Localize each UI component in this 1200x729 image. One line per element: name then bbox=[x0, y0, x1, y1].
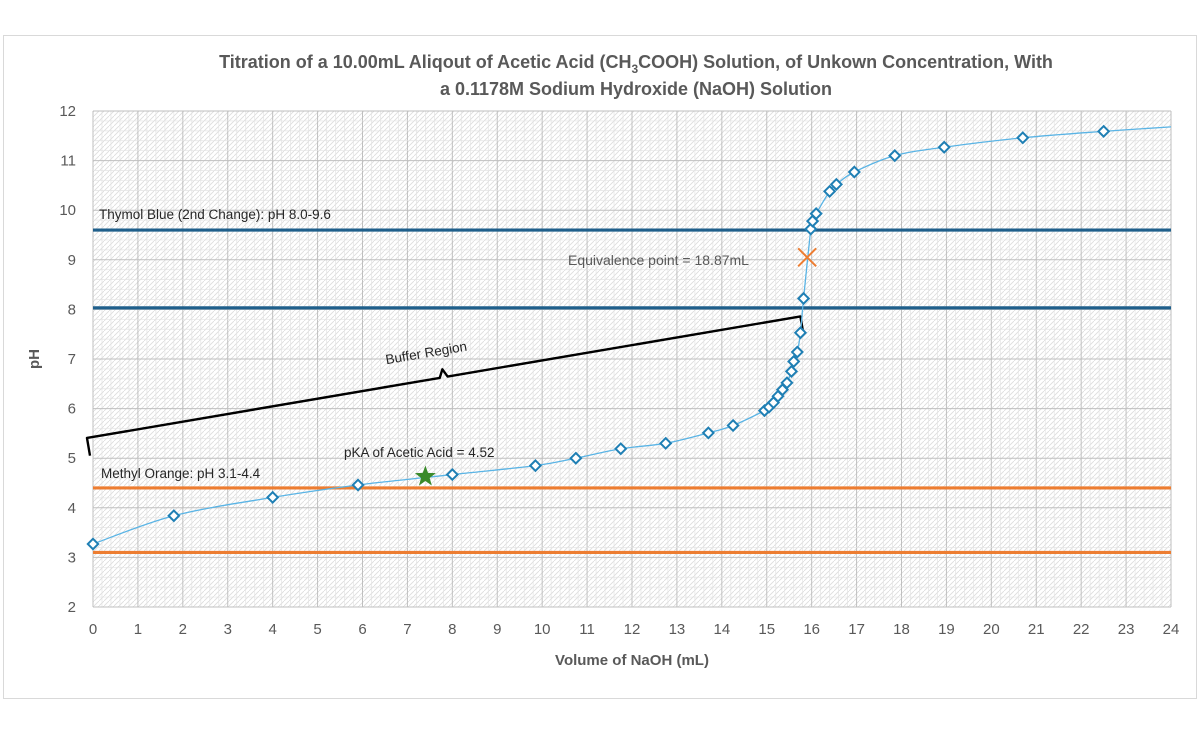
x-tick-label: 20 bbox=[983, 621, 1000, 638]
x-tick-label: 0 bbox=[89, 621, 97, 638]
data-point bbox=[888, 149, 902, 163]
data-point bbox=[569, 451, 583, 465]
data-point bbox=[351, 478, 365, 492]
x-tick-label: 15 bbox=[758, 621, 775, 638]
y-tick-label: 2 bbox=[68, 599, 76, 616]
x-tick-label: 2 bbox=[179, 621, 187, 638]
x-tick-label: 6 bbox=[358, 621, 366, 638]
data-point bbox=[829, 177, 843, 192]
y-tick-label: 11 bbox=[60, 153, 76, 170]
data-point bbox=[266, 490, 280, 504]
thymol-blue-label: Thymol Blue (2nd Change): pH 8.0-9.6 bbox=[99, 207, 331, 222]
y-axis-title: pH bbox=[26, 349, 43, 369]
y-tick-label: 8 bbox=[68, 301, 76, 318]
pka-label: pKA of Acetic Acid = 4.52 bbox=[344, 445, 494, 460]
x-tick-label: 7 bbox=[403, 621, 411, 638]
x-tick-label: 5 bbox=[313, 621, 321, 638]
data-point bbox=[659, 436, 673, 450]
data-point bbox=[937, 140, 951, 154]
data-point bbox=[614, 442, 628, 456]
x-tick-label: 4 bbox=[268, 621, 276, 638]
y-tick-label: 10 bbox=[59, 202, 76, 219]
x-tick-label: 3 bbox=[224, 621, 232, 638]
data-point bbox=[167, 509, 181, 523]
data-point bbox=[796, 291, 811, 306]
gridlines bbox=[92, 110, 1172, 608]
data-point bbox=[1016, 131, 1030, 145]
title-subscript: 3 bbox=[631, 62, 638, 76]
data-point bbox=[793, 326, 808, 340]
x-tick-label: 24 bbox=[1163, 621, 1180, 638]
y-tick-label: 5 bbox=[68, 450, 76, 467]
x-tick-label: 23 bbox=[1118, 621, 1135, 638]
data-point bbox=[823, 184, 837, 198]
reference-lines bbox=[93, 228, 1171, 555]
y-tick-label: 3 bbox=[68, 549, 76, 566]
axis-ticks: 0 1 2 3 4 5 6 7 8 9 10 11 12 13 14 15 16 17 18 19 20 21 22 23 24… bbox=[59, 103, 1179, 638]
y-tick-label: 7 bbox=[68, 351, 76, 368]
x-tick-label: 17 bbox=[848, 621, 865, 638]
titration-series bbox=[86, 124, 1172, 551]
buffer-brace-path bbox=[85, 315, 805, 456]
chart-title: Titration of a 10.00mL Aliqout of Acetic… bbox=[219, 52, 1053, 76]
title-suffix: COOH) Solution, of Unkown Concentration,… bbox=[638, 52, 1053, 72]
data-point bbox=[784, 364, 799, 379]
y-tick-label: 12 bbox=[59, 103, 76, 120]
data-point bbox=[1097, 124, 1111, 138]
x-tick-label: 13 bbox=[669, 621, 686, 638]
data-point bbox=[86, 537, 100, 551]
x-tick-label: 11 bbox=[579, 621, 595, 638]
chart-canvas: Titration of a 10.00mL Aliqout of Acetic… bbox=[26, 52, 1179, 669]
data-point bbox=[787, 354, 801, 369]
equivalence-marker bbox=[797, 247, 817, 268]
y-tick-label: 9 bbox=[68, 252, 76, 269]
x-tick-label: 19 bbox=[938, 621, 955, 638]
x-tick-label: 22 bbox=[1073, 621, 1090, 638]
methyl-orange-label: Methyl Orange: pH 3.1-4.4 bbox=[101, 466, 261, 481]
x-tick-label: 16 bbox=[803, 621, 820, 638]
x-tick-label: 9 bbox=[493, 621, 501, 638]
equivalence-label: Equivalence point = 18.87mL bbox=[568, 252, 749, 268]
x-tick-label: 18 bbox=[893, 621, 910, 638]
y-tick-label: 4 bbox=[68, 500, 76, 517]
chart-title-line2: a 0.1178M Sodium Hydroxide (NaOH) Soluti… bbox=[440, 79, 832, 99]
data-point bbox=[847, 165, 861, 179]
buffer-region-brace bbox=[85, 315, 805, 456]
x-tick-label: 10 bbox=[534, 621, 551, 638]
data-point bbox=[804, 222, 818, 236]
x-tick-label: 14 bbox=[713, 621, 730, 638]
pka-star-marker bbox=[414, 465, 436, 486]
x-axis-title: Volume of NaOH (mL) bbox=[555, 652, 709, 669]
data-point bbox=[780, 376, 794, 390]
x-tick-label: 8 bbox=[448, 621, 456, 638]
data-point bbox=[445, 467, 459, 482]
x-tick-label: 21 bbox=[1028, 621, 1045, 638]
x-tick-label: 12 bbox=[624, 621, 641, 638]
data-point bbox=[701, 426, 715, 440]
chart-frame: Titration of a 10.00mL Aliqout of Acetic… bbox=[3, 35, 1197, 699]
data-point bbox=[809, 207, 823, 221]
title-prefix: Titration of a 10.00mL Aliqout of Acetic… bbox=[219, 52, 631, 72]
x-tick-label: 1 bbox=[134, 621, 142, 638]
data-point bbox=[726, 418, 740, 433]
y-tick-label: 6 bbox=[68, 401, 76, 418]
data-point bbox=[528, 459, 543, 473]
annotations bbox=[414, 247, 817, 486]
data-point bbox=[790, 345, 804, 359]
